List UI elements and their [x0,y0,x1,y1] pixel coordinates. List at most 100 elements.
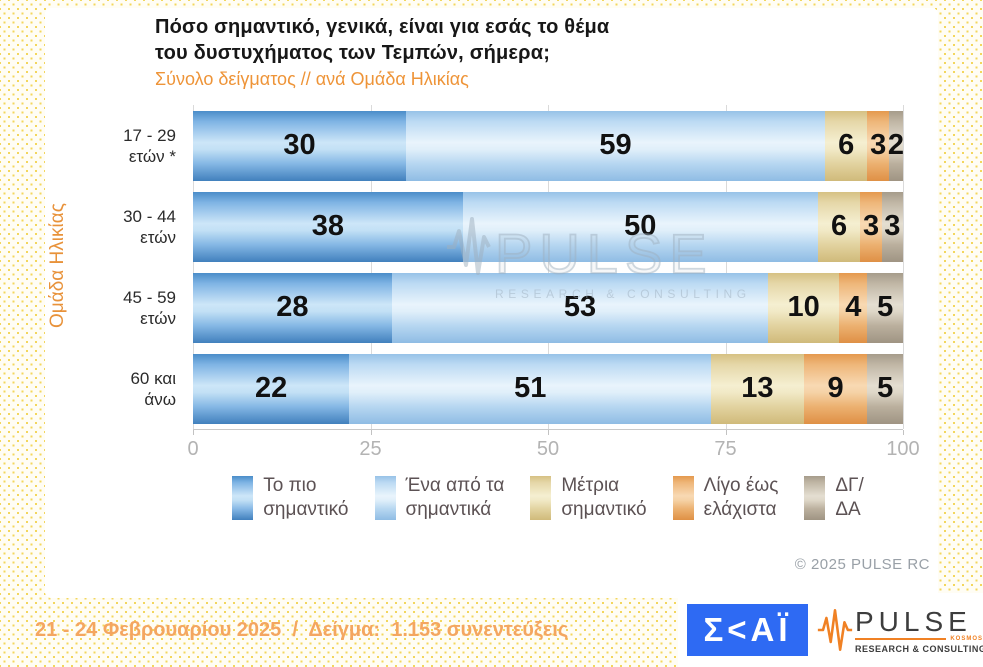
pulse-logo-text: PULSE KOSMOS RESEARCH & CONSULTING [855,607,983,654]
legend-item: Μέτρια σημαντικό [530,474,647,522]
bar-segment: 5 [867,272,903,343]
pulse-waveform-icon [817,609,853,652]
bar-track: 30 59 6 3 2 [193,110,904,181]
axis-tick-mark [725,430,727,435]
bar-row: 22 51 13 9 5 [193,348,903,429]
bar-value-label: 50 [624,210,657,242]
axis-tick-mark [193,430,194,435]
bar-track: 28 53 10 4 5 [193,272,903,343]
category-axis: 17 - 29 ετών * 30 - 44 ετών 45 - 59 ετών 60 κα… [45,105,185,430]
bar-value-label: 9 [827,372,844,404]
legend-item: Ένα από τα σημαντικά [374,474,505,522]
bar-value-label: 6 [838,129,855,161]
chart-title-line1: Πόσο σημαντικό, γενικά, είναι για εσάς τ… [155,16,610,38]
legend-label: Μέτρια σημαντικό [561,475,647,520]
bar-value-label: 2 [887,129,904,161]
bar-segment: 4 [839,272,868,343]
bar-value-label: 59 [599,129,632,161]
category-label: 17 - 29 ετών * [123,125,176,166]
legend-swatch [374,476,396,520]
category-label: 45 - 59 ετών [123,288,176,329]
chart-title-line2: του δυστυχήματος των Τεμπών, σήμερα; [155,42,551,64]
bar-value-label: 3 [862,210,880,242]
gridline [193,105,194,429]
legend-item: Λίγο έως ελάχιστα [672,474,779,522]
x-tick-label: 0 [187,438,199,460]
chart-title: Πόσο σημαντικό, γενικά, είναι για εσάς τ… [155,14,609,66]
bar-value-label: 30 [283,129,316,161]
bar-value-label: 3 [884,210,901,242]
bar-row: 30 59 6 3 2 [193,105,904,186]
legend-swatch [232,476,254,520]
legend-item: Το πιο σημαντικό [232,474,349,522]
logo-box: Σ<ΑΪ PULSE KOSMOS RESEARCH & CONSULTING [678,593,983,667]
x-tick-label: 50 [536,438,560,460]
legend-swatch [672,476,694,520]
bar-value-label: 53 [563,291,597,323]
axis-tick-mark [903,430,904,435]
bar-segment: 10 [768,272,840,343]
legend-item: ΔΓ/ΔΑ [804,474,864,522]
category-label: 30 - 44 ετών [123,206,176,247]
axis-tick-mark [548,430,549,435]
bar-value-label: 51 [514,372,547,404]
bar-segment: 38 [193,191,463,262]
gridline [725,105,727,429]
bar-segment: 3 [860,191,882,262]
bar-segment: 3 [881,191,903,262]
bar-segment: 2 [887,110,904,181]
x-tick-label: 25 [359,438,382,460]
bar-value-label: 10 [787,291,820,323]
bar-value-label: 5 [877,291,894,323]
bar-segment: 3 [867,110,889,181]
bar-segment: 13 [711,353,804,424]
skai-logo: Σ<ΑΪ [687,604,808,656]
bar-segment: 28 [193,272,392,343]
bar-value-label: 5 [877,372,894,404]
bar-value-label: 38 [311,210,345,242]
gridline [370,105,372,429]
bar-segment: 59 [406,110,825,181]
x-tick-label: 75 [714,438,737,460]
legend-swatch [530,476,552,520]
bar-segment: 53 [391,272,769,343]
axis-tick-mark [370,430,372,435]
bar-segment: 5 [867,353,903,424]
bar-value-label: 13 [741,372,774,404]
bar-rows: 30 59 6 3 2 38 50 6 3 3 28 53 10 4 5 22 51 13 9 5 [193,105,904,429]
bar-segment: 6 [824,110,868,181]
gridline [903,105,904,429]
bar-row: 28 53 10 4 5 [193,267,903,348]
legend-label: Λίγο έως ελάχιστα [703,475,779,520]
legend-swatch [804,476,826,520]
category-label: 60 και άνω [130,369,176,410]
bar-segment: 22 [193,353,350,424]
bar-value-label: 3 [870,129,887,161]
bar-segment: 51 [349,353,712,424]
bar-segment: 50 [462,191,818,262]
bar-track: 38 50 6 3 3 [193,191,903,262]
pulse-group-label: KOSMOS [950,636,983,642]
x-axis: 0 25 50 75 100 [187,438,919,464]
bar-row: 38 50 6 3 3 [193,186,903,267]
bar-track: 22 51 13 9 5 [193,353,903,424]
copyright: © 2025 PULSE RC [794,556,930,573]
pulse-logo-tagline: RESEARCH & CONSULTING [855,643,983,654]
pulse-logo-name: PULSE [855,605,972,637]
x-tick-label: 100 [886,438,920,460]
chart-subtitle: Σύνολο δείγματος // ανά Ομάδα Ηλικίας [155,69,469,89]
gridline [548,105,549,429]
bar-value-label: 4 [845,291,862,323]
pulse-logo: PULSE KOSMOS RESEARCH & CONSULTING [817,603,983,657]
survey-info: 21 - 24 Φεβρουαρίου 2025 / Δείγμα: 1.153… [35,619,569,641]
legend-label: Ένα από τα σημαντικά [405,475,505,520]
legend: Το πιο σημαντικό Ένα από τα σημαντικά Μέτρια… [193,474,903,522]
bar-segment: 9 [803,353,868,424]
legend-label: ΔΓ/ΔΑ [835,475,864,520]
legend-label: Το πιο σημαντικό [263,475,349,520]
pulse-logo-rule: KOSMOS [855,636,983,643]
pulse-rule-line [855,638,947,640]
bar-value-label: 28 [276,291,309,323]
